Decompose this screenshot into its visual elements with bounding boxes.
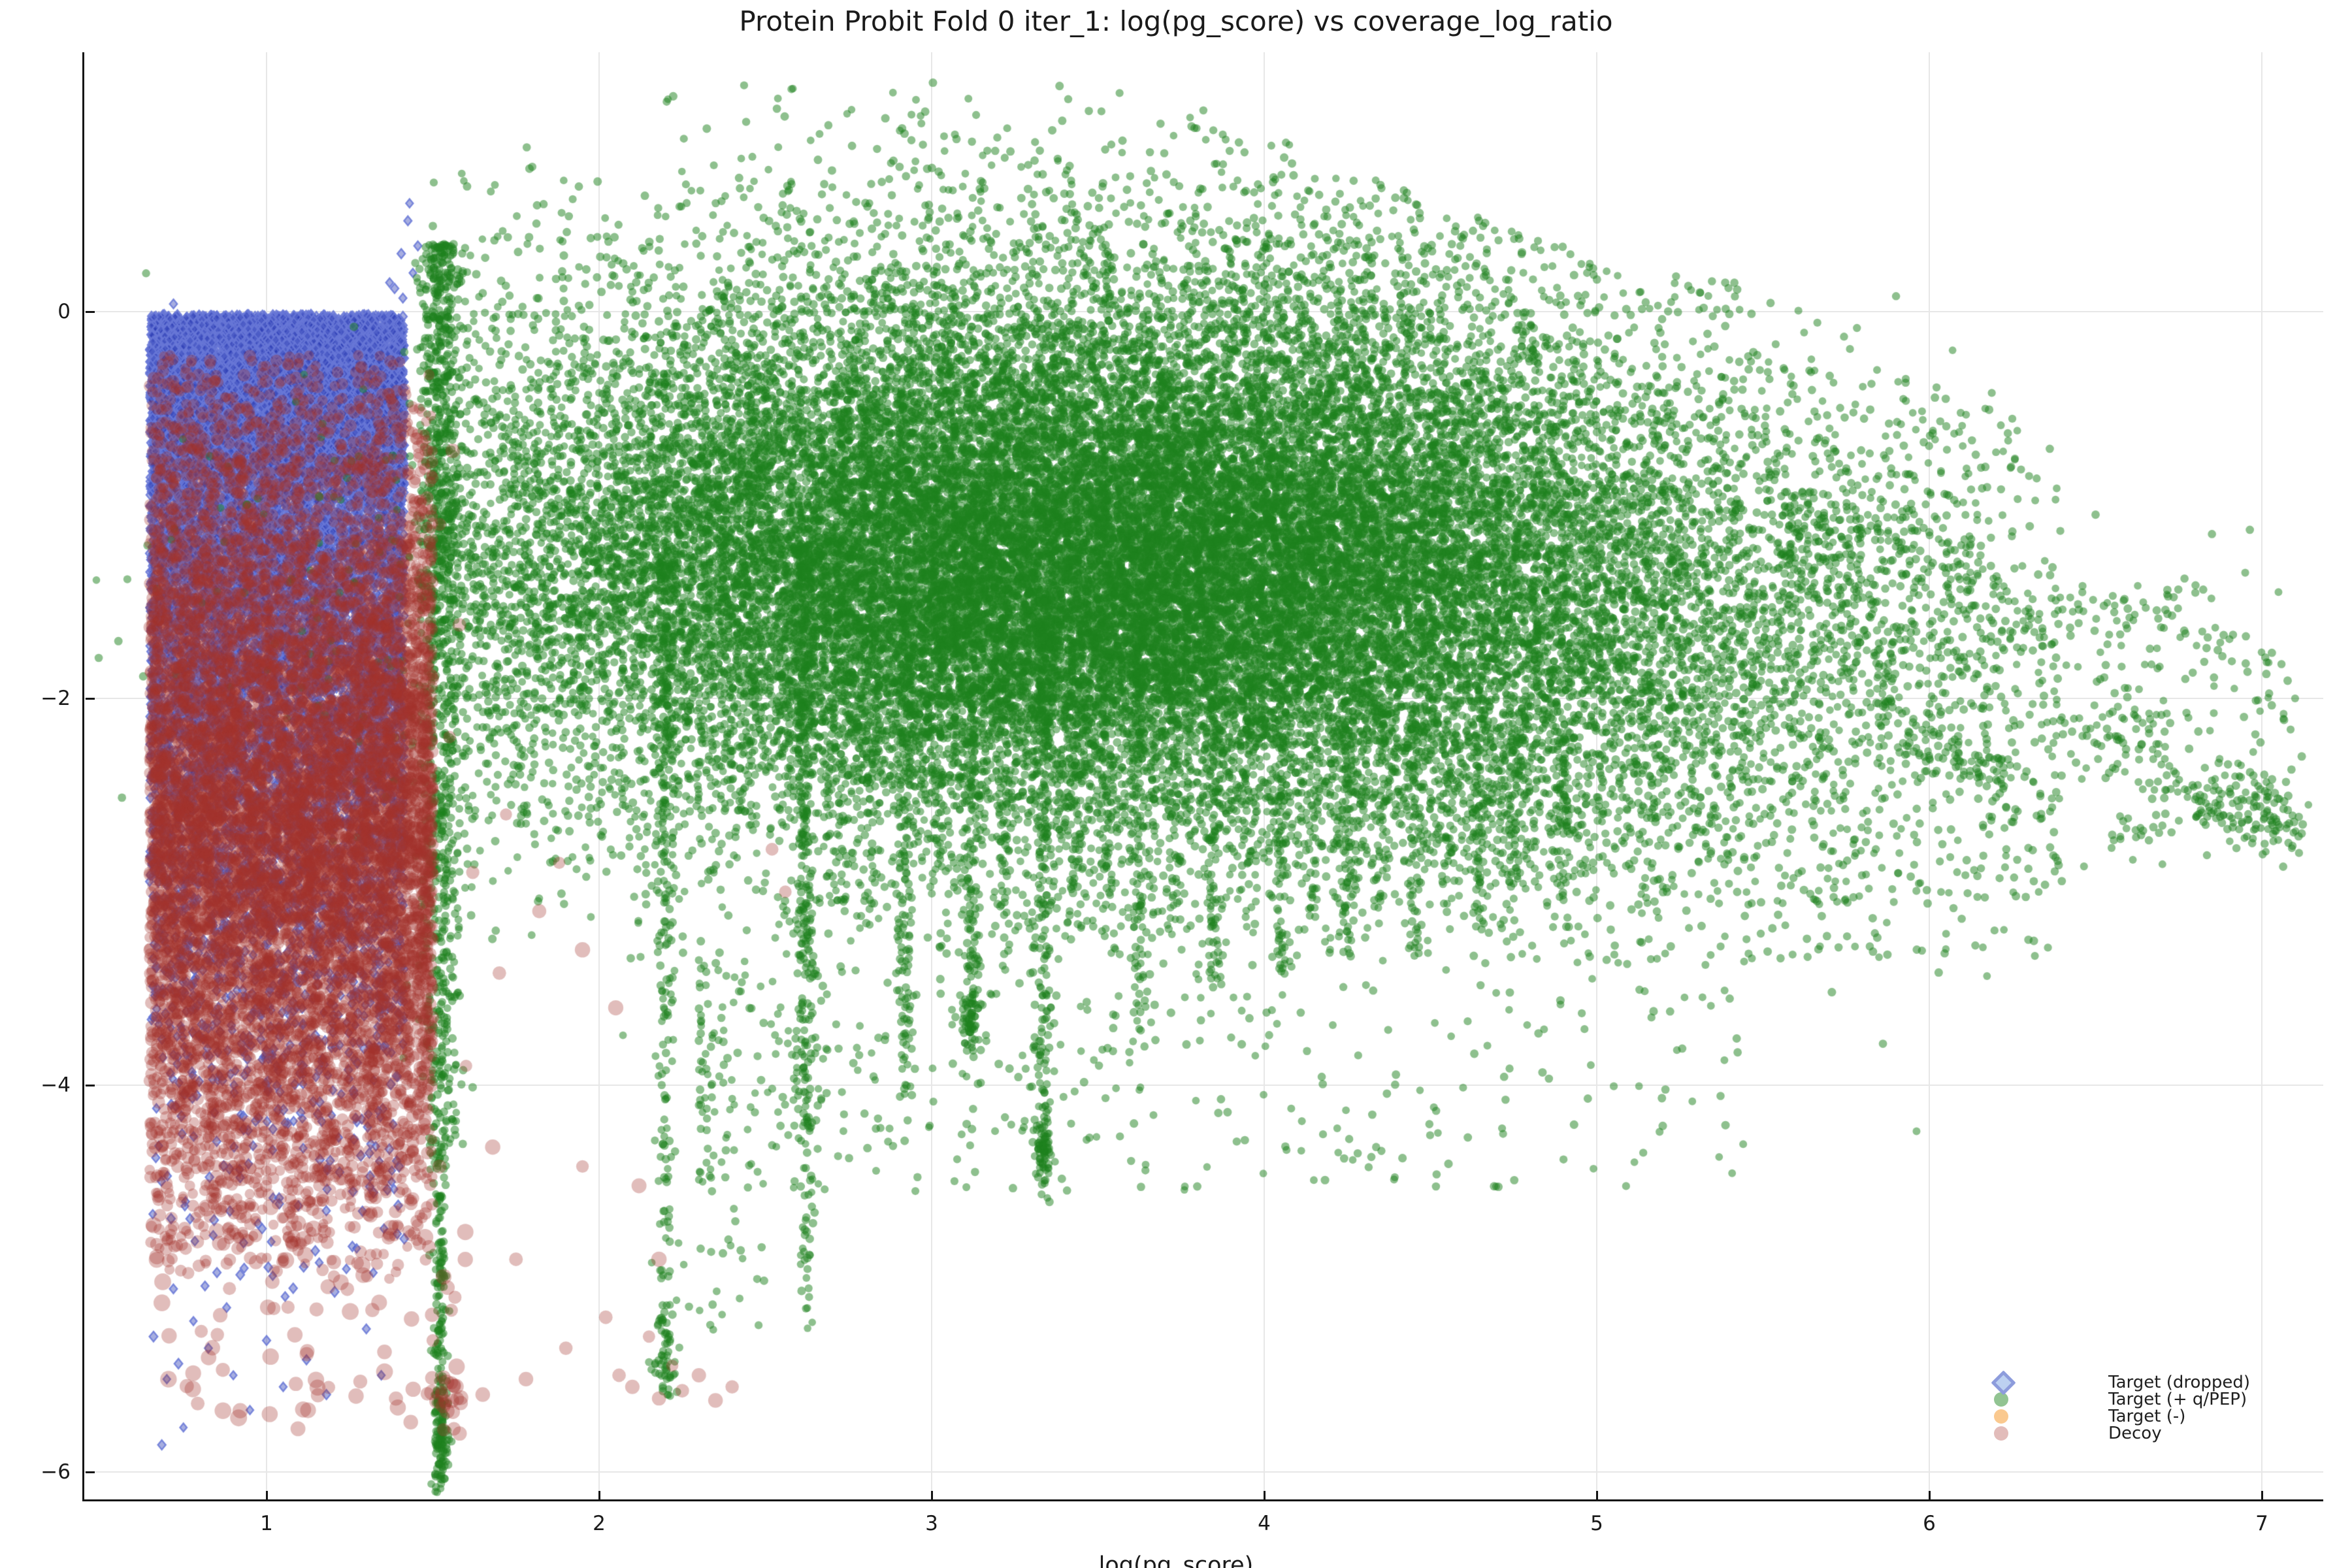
legend-item-target-minus: Target (-) xyxy=(1994,1407,2250,1426)
x-tick-label: 1 xyxy=(260,1512,273,1535)
circle-marker-icon xyxy=(1994,1426,2008,1441)
legend-label: Target (+ q/PEP) xyxy=(2108,1390,2247,1409)
diamond-marker-icon xyxy=(1991,1369,2016,1396)
x-tick xyxy=(2261,1491,2263,1500)
x-tick xyxy=(266,1491,268,1500)
y-tick-label: 0 xyxy=(57,300,71,323)
legend-item-target-qpep: Target (+ q/PEP) xyxy=(1994,1390,2250,1409)
y-tick xyxy=(86,311,95,313)
circle-marker-icon xyxy=(1994,1409,2008,1424)
x-tick-label: 3 xyxy=(925,1512,938,1535)
y-tick xyxy=(86,1471,95,1473)
circle-marker-icon xyxy=(1994,1392,2008,1407)
x-tick xyxy=(931,1491,933,1500)
y-tick-label: −4 xyxy=(41,1073,71,1097)
x-tick xyxy=(598,1491,600,1500)
x-tick xyxy=(1264,1491,1266,1500)
legend-item-decoy: Decoy xyxy=(1994,1424,2250,1443)
x-tick-label: 5 xyxy=(1590,1512,1603,1535)
y-tick-label: −6 xyxy=(41,1460,71,1484)
y-tick xyxy=(86,1085,95,1086)
y-tick xyxy=(86,698,95,700)
x-tick-label: 6 xyxy=(1923,1512,1936,1535)
legend-label: Target (dropped) xyxy=(2108,1373,2251,1392)
x-tick xyxy=(1596,1491,1598,1500)
x-tick-label: 2 xyxy=(593,1512,606,1535)
legend: Target (dropped) Target (+ q/PEP) Target… xyxy=(1991,1369,2251,1443)
x-axis-label: log(pg_score) xyxy=(1098,1552,1254,1568)
legend-label: Target (-) xyxy=(2108,1407,2186,1426)
x-tick xyxy=(1929,1491,1931,1500)
x-tick-label: 7 xyxy=(2255,1512,2268,1535)
x-axis-spine xyxy=(82,1499,2323,1501)
y-axis-spine xyxy=(82,52,84,1501)
legend-item-target-dropped: Target (dropped) xyxy=(1991,1369,2251,1396)
y-tick-label: −2 xyxy=(41,687,71,710)
x-tick-label: 4 xyxy=(1258,1512,1271,1535)
legend-label: Decoy xyxy=(2108,1424,2162,1443)
